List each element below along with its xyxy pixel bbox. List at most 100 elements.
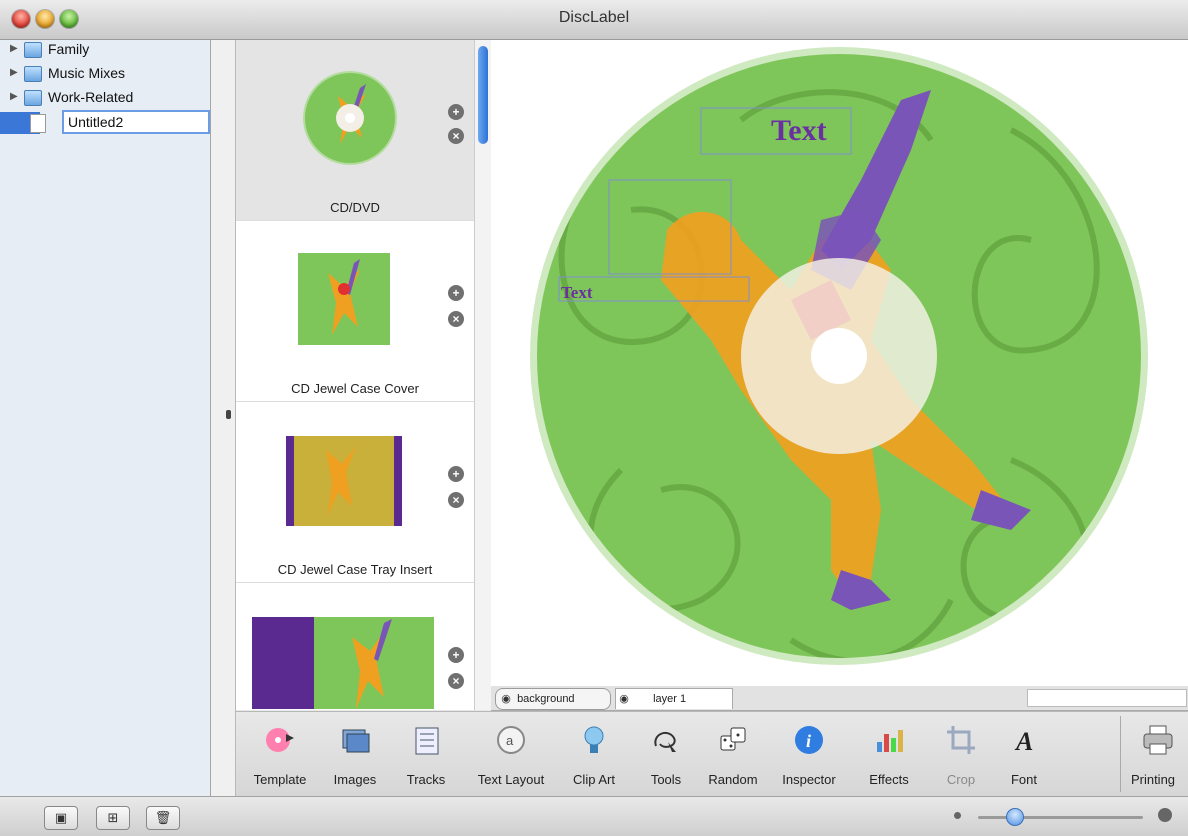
delete-button[interactable]: 🗑	[146, 806, 180, 830]
new-document-icon: ▣	[54, 810, 68, 825]
template-label: CD Jewel Case Cover	[291, 381, 419, 396]
template-item-jewel-case-cover[interactable]: + × CD Jewel Case Cover	[236, 221, 474, 402]
info-icon: i	[795, 726, 823, 754]
sidebar-item-label: Family	[48, 41, 90, 57]
folder-icon	[24, 66, 42, 82]
zoom-slider-knob[interactable]	[1006, 808, 1024, 826]
source-list: ▶ Family ▶ Music Mixes ▶ Work-Related Un…	[0, 40, 211, 796]
tools-icon	[654, 731, 676, 752]
template-item-fourth[interactable]: + ×	[236, 583, 474, 710]
add-icon[interactable]: +	[448, 104, 464, 120]
layer-name-field[interactable]	[1027, 689, 1187, 707]
template-label: CD Jewel Case Tray Insert	[277, 562, 433, 577]
text-box-large[interactable]: Text	[771, 114, 827, 147]
split-view-divider[interactable]	[211, 40, 236, 796]
random-button[interactable]: Random	[693, 720, 773, 794]
text-layout-icon: a	[497, 726, 525, 754]
sidebar-item-untitled2[interactable]: Untitled2	[0, 110, 210, 134]
effects-button[interactable]: Effects	[849, 720, 929, 794]
new-folder-icon: ⊞	[107, 810, 119, 825]
crop-button[interactable]: Crop	[921, 720, 1001, 794]
svg-text:a: a	[506, 733, 514, 748]
sidebar-item-music-mixes[interactable]: ▶ Music Mixes	[10, 64, 206, 86]
template-item-jewel-case-tray-insert[interactable]: + × CD Jewel Case Tray Insert	[236, 402, 474, 583]
template-icon	[266, 728, 294, 752]
tool-label: Font	[1010, 772, 1037, 787]
zoom-out-icon[interactable]	[954, 812, 961, 819]
add-icon[interactable]: +	[448, 647, 464, 663]
tools-button[interactable]: Tools	[626, 720, 706, 794]
add-icon[interactable]: +	[448, 285, 464, 301]
sidebar-item-family[interactable]: ▶ Family	[10, 40, 206, 62]
scroll-thumb[interactable]	[478, 46, 488, 144]
font-button[interactable]: A Font	[984, 720, 1064, 794]
disc-artwork[interactable]: Text Text	[491, 40, 1188, 686]
effects-icon	[877, 730, 903, 752]
tool-label: Printing	[1130, 772, 1176, 787]
svg-text:i: i	[806, 731, 811, 751]
layer-tab-background[interactable]: ◉ background	[495, 688, 611, 710]
tool-label: Effects	[869, 772, 909, 787]
remove-icon[interactable]: ×	[448, 673, 464, 689]
template-button[interactable]: Template	[240, 720, 320, 794]
template-label: CD/DVD	[330, 200, 380, 215]
close-window-button[interactable]	[12, 10, 30, 28]
rename-field[interactable]: Untitled2	[62, 110, 210, 134]
trash-icon: 🗑	[154, 810, 172, 825]
images-button[interactable]: Images	[315, 720, 395, 794]
divider-handle[interactable]	[226, 410, 231, 419]
svg-text:A: A	[1014, 727, 1033, 756]
label-canvas[interactable]: Text Text	[491, 40, 1188, 686]
tool-label: Tools	[650, 772, 682, 787]
layer-tab-label: layer 1	[653, 693, 687, 705]
cd-dvd-thumbnail	[303, 71, 397, 165]
disclosure-triangle-icon[interactable]: ▶	[10, 43, 18, 54]
window-title: DiscLabel	[558, 9, 630, 26]
tool-label: Tracks	[406, 772, 446, 787]
new-folder-button[interactable]: ⊞	[96, 806, 130, 830]
clip-art-button[interactable]: Clip Art	[554, 720, 634, 794]
tool-label: Crop	[946, 772, 976, 787]
toolbar-separator	[1120, 716, 1121, 792]
layer-tabs: ◉ background ◉ layer 1	[491, 686, 1188, 711]
tracks-icon	[415, 727, 439, 755]
tracks-button[interactable]: Tracks	[386, 720, 466, 794]
new-document-button[interactable]: ▣	[44, 806, 78, 830]
disclosure-triangle-icon[interactable]: ▶	[10, 67, 18, 78]
printer-icon	[1143, 725, 1173, 755]
images-icon	[342, 729, 370, 753]
disclosure-triangle-icon[interactable]: ▶	[10, 91, 18, 102]
zoom-window-button[interactable]	[60, 10, 78, 28]
sidebar-item-label: Music Mixes	[48, 65, 126, 81]
tool-label: Text Layout	[477, 772, 545, 787]
jewel-case-cover-thumbnail	[298, 253, 390, 345]
title-bar: DiscLabel	[0, 0, 1188, 40]
dice-icon	[720, 727, 746, 751]
tool-label: Images	[333, 772, 377, 787]
document-icon	[30, 114, 46, 133]
sidebar-item-work-related[interactable]: ▶ Work-Related	[10, 88, 206, 110]
inspector-button[interactable]: i Inspector	[769, 720, 849, 794]
zoom-in-icon[interactable]	[1158, 808, 1172, 822]
template-list-scrollbar[interactable]	[474, 40, 491, 710]
crop-icon	[947, 726, 975, 754]
template-item-cd-dvd[interactable]: + × CD/DVD	[236, 40, 474, 221]
zoom-slider[interactable]	[978, 816, 1143, 819]
eye-icon[interactable]: ◉	[501, 693, 511, 705]
add-icon[interactable]: +	[448, 466, 464, 482]
remove-icon[interactable]: ×	[448, 128, 464, 144]
tool-label: Clip Art	[573, 772, 615, 787]
font-icon: A	[1014, 727, 1033, 756]
remove-icon[interactable]: ×	[448, 492, 464, 508]
bottom-bar: ▣ ⊞ 🗑	[0, 796, 1188, 836]
text-box-small[interactable]: Text	[561, 283, 593, 302]
minimize-window-button[interactable]	[36, 10, 54, 28]
layer-tab-layer-1[interactable]: ◉ layer 1	[615, 688, 733, 709]
text-layout-button[interactable]: a Text Layout	[471, 720, 551, 794]
toolbar: Template Images Tracks a Text Layout Cli…	[236, 711, 1188, 797]
printing-button[interactable]: Printing	[1120, 720, 1186, 794]
remove-icon[interactable]: ×	[448, 311, 464, 327]
eye-icon[interactable]: ◉	[619, 693, 629, 705]
folder-icon	[24, 42, 42, 58]
template-list: + × CD/DVD + × CD Jewel Case Cover + × C…	[236, 40, 474, 710]
